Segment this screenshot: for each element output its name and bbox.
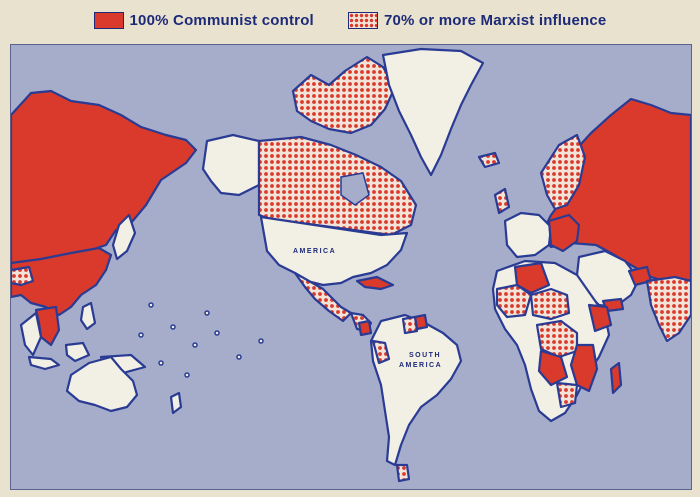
- canada-arctic-islands: [291, 55, 397, 135]
- south-america: [369, 313, 463, 467]
- north-africa-hatch: [495, 283, 533, 319]
- tanzania-mozambique: [569, 343, 599, 393]
- peru-hatch: [371, 339, 391, 365]
- indonesia-2: [64, 341, 91, 363]
- scandinavia-hatch: [539, 133, 587, 211]
- new-zealand: [169, 391, 183, 415]
- nicaragua: [357, 319, 373, 337]
- southern-africa-hatch: [555, 381, 579, 409]
- argentina-tip-hatch: [395, 463, 411, 483]
- usa: [259, 215, 409, 287]
- australia: [65, 355, 139, 413]
- uk: [493, 187, 511, 215]
- philippines: [79, 301, 97, 331]
- hudson-bay: [340, 172, 370, 206]
- china-west-hatch: [11, 265, 35, 287]
- label-south: SOUTH: [409, 352, 441, 359]
- map-legend: 100% Communist control 70% or more Marxi…: [0, 0, 700, 40]
- india-hatch: [645, 275, 691, 343]
- sahel-hatch: [529, 287, 571, 321]
- iceland: [477, 151, 501, 169]
- angola: [537, 349, 569, 387]
- suriname-hatch: [401, 315, 419, 335]
- legend-label-communist: 100% Communist control: [129, 11, 314, 29]
- madagascar: [609, 361, 623, 395]
- world-map: AMERICA SOUTH AMERICA: [10, 44, 692, 490]
- cuba: [355, 275, 395, 291]
- legend-label-marxist: 70% or more Marxist influence: [383, 11, 607, 29]
- greenland: [381, 47, 485, 177]
- eastern-europe: [547, 213, 581, 253]
- alaska: [201, 133, 261, 197]
- world-map-svg: AMERICA SOUTH AMERICA: [11, 45, 691, 489]
- china: [11, 246, 113, 317]
- western-europe: [503, 211, 553, 259]
- indonesia-1: [27, 355, 61, 371]
- legend-swatch-hatched: [347, 11, 378, 29]
- label-north-america: AMERICA: [293, 248, 336, 255]
- pacific-islands: [138, 302, 264, 378]
- legend-item-marxist: 70% or more Marxist influence: [347, 11, 607, 29]
- libya: [513, 261, 551, 295]
- label-south-america: AMERICA: [399, 362, 442, 369]
- legend-item-communist: 100% Communist control: [93, 11, 314, 29]
- southeast-asia: [19, 311, 43, 357]
- ethiopia: [587, 303, 613, 333]
- japan: [111, 213, 137, 261]
- legend-swatch-solid-red: [93, 11, 124, 29]
